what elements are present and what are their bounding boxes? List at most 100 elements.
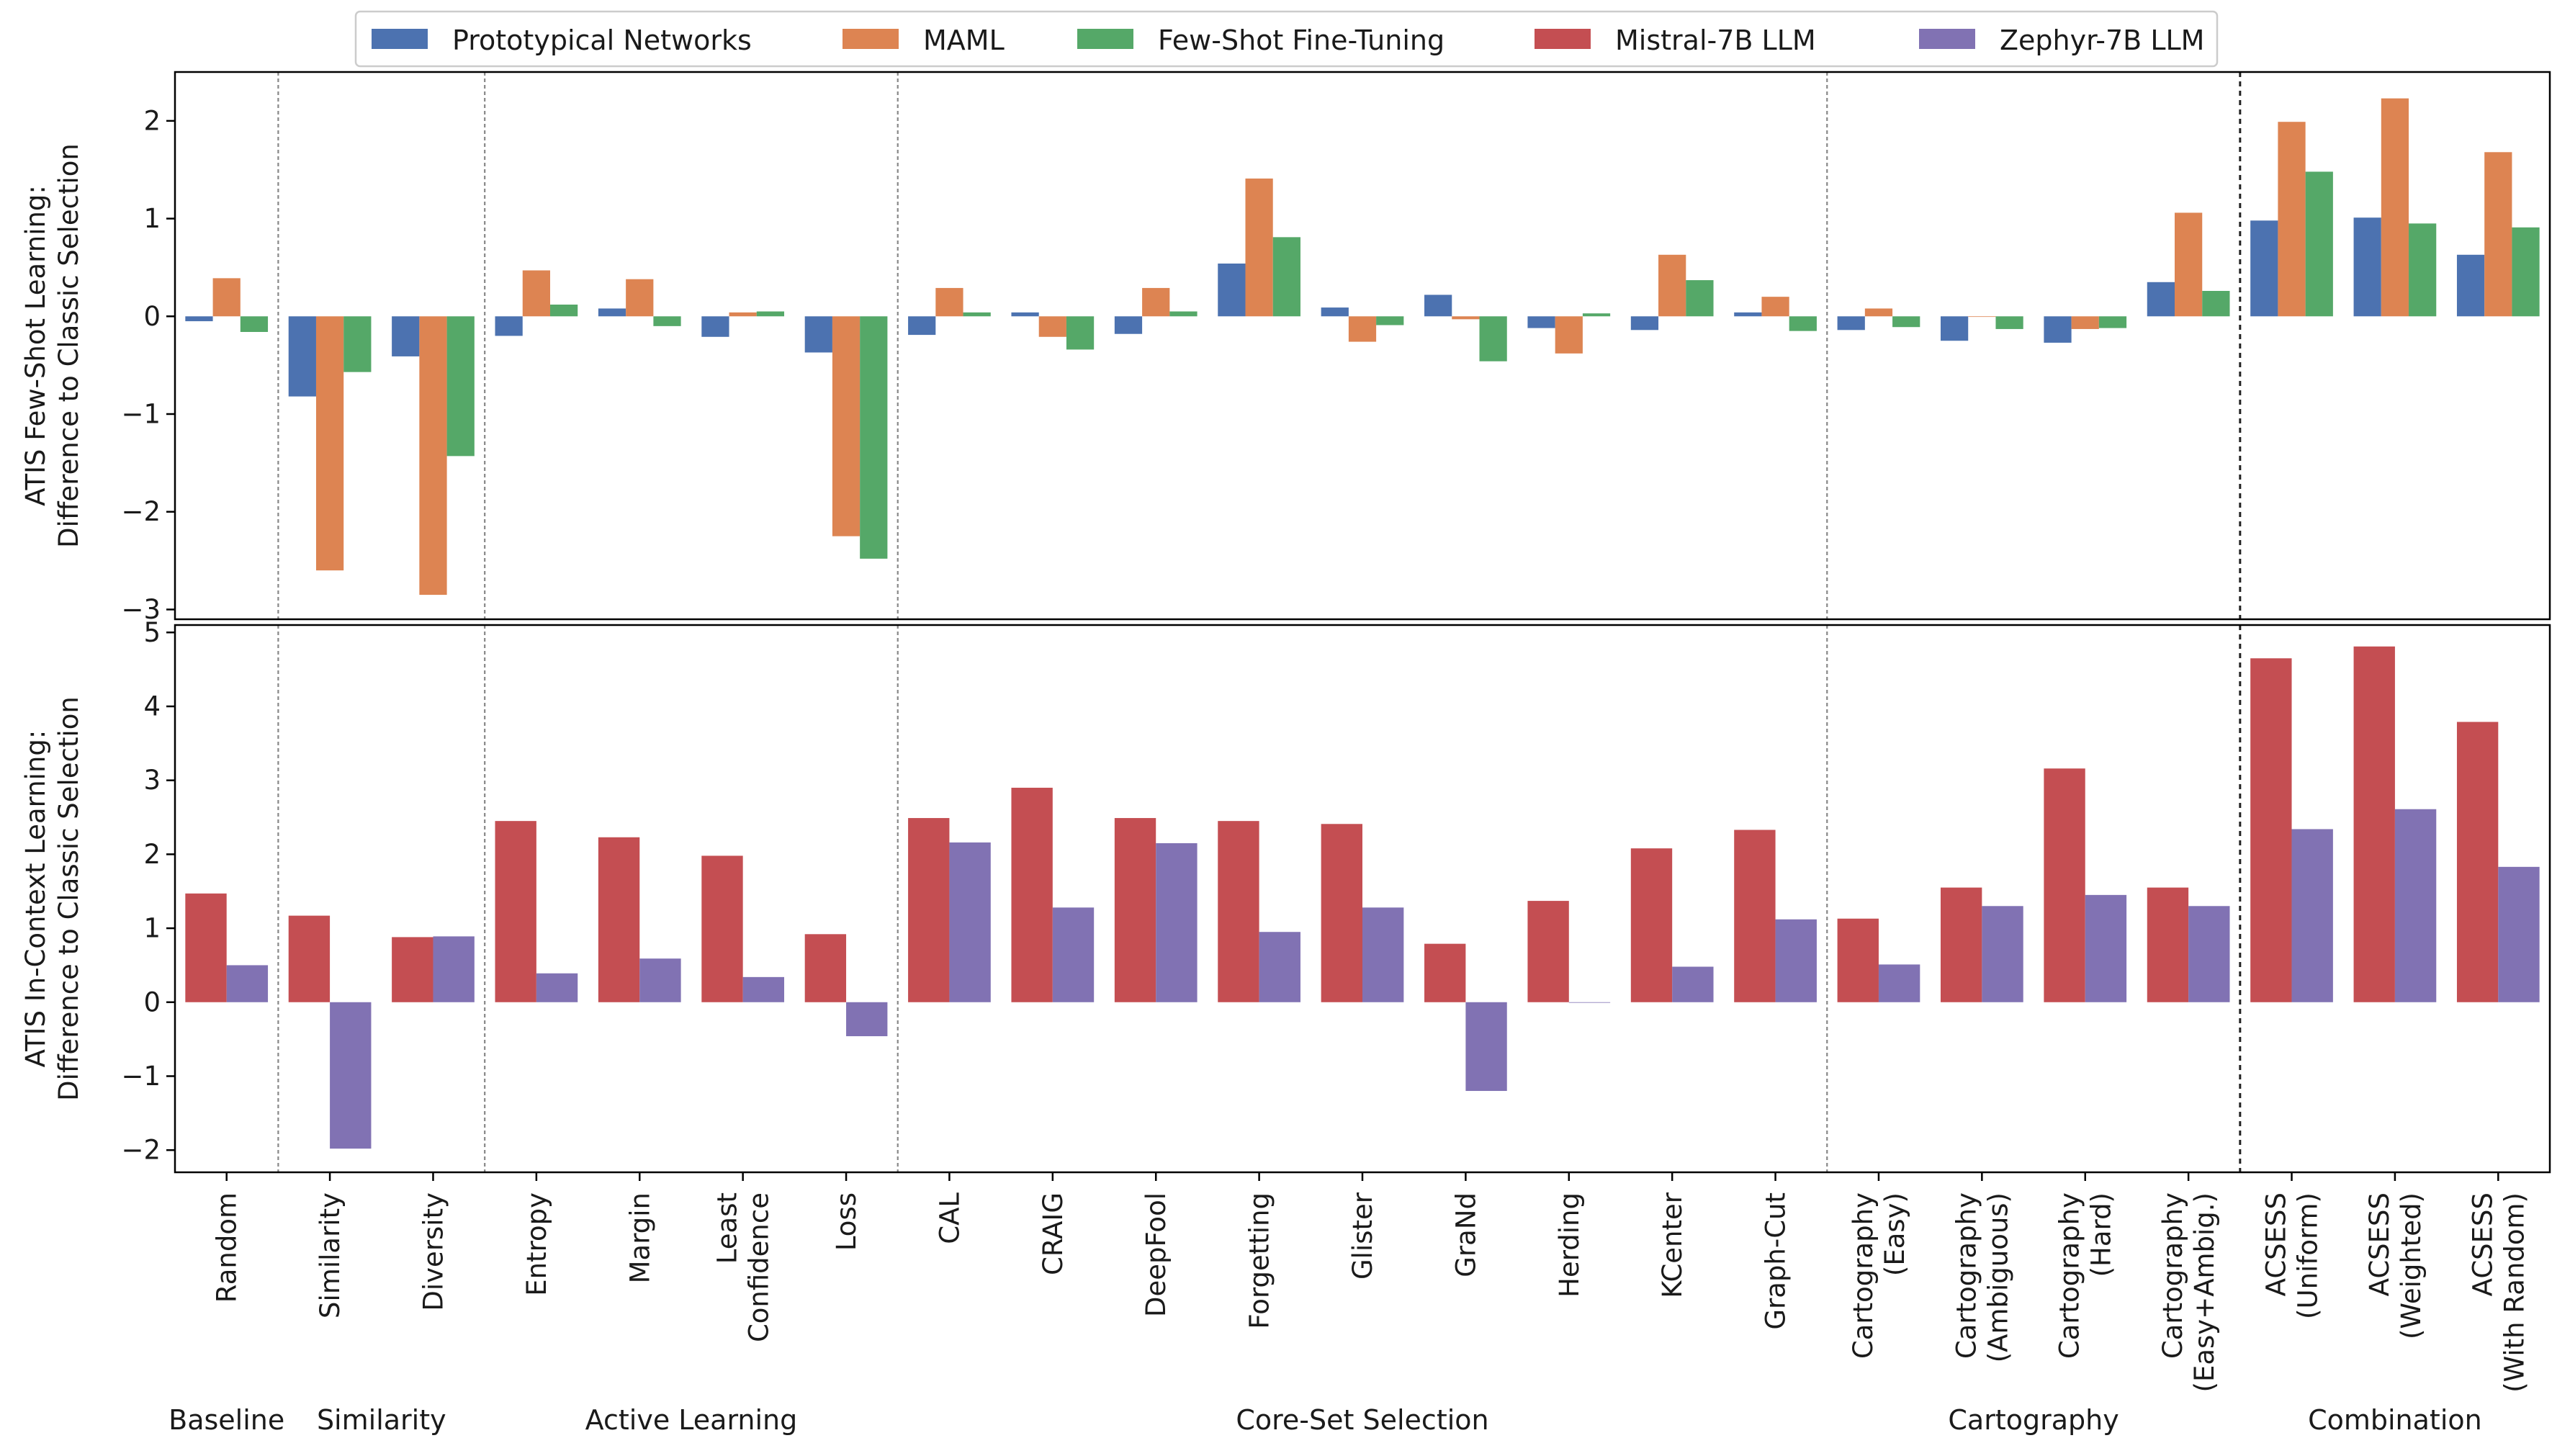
in-context-bar-mistral-7b-llm-11 bbox=[1321, 824, 1362, 1002]
few-shot-bar-prototypical-networks-5 bbox=[701, 316, 729, 337]
few-shot-bar-maml-15 bbox=[1761, 297, 1789, 317]
in-context-y-tick-label: 1 bbox=[143, 913, 161, 944]
x-axis: Random Similarity Diversity Entropy Margin Le… bbox=[212, 1172, 2530, 1393]
legend: Prototypical Networks MAML Few-Shot Fine-T… bbox=[354, 10, 2219, 68]
in-context-bar-zephyr-7b-llm-9 bbox=[1156, 842, 1198, 1002]
group-label-active-learning: Active Learning bbox=[585, 1404, 798, 1436]
few-shot-y-tick-label: −2 bbox=[121, 496, 161, 527]
few-shot-bar-prototypical-networks-3 bbox=[495, 316, 523, 336]
x-tick-label-forgetting: Forgetting bbox=[1244, 1192, 1275, 1329]
few-shot-bar-few-shot-fine-tuning-6 bbox=[860, 316, 888, 559]
in-context-y-axis-title: ATIS In-Context Learning:Difference to C… bbox=[20, 696, 84, 1101]
x-tick-label-line: (Ambiguous) bbox=[1982, 1192, 2013, 1362]
few-shot-frame bbox=[174, 71, 2551, 621]
in-context-bar-mistral-7b-llm-7 bbox=[908, 818, 950, 1002]
few-shot-bar-maml-21 bbox=[2381, 98, 2409, 317]
in-context-bar-zephyr-7b-llm-19 bbox=[2188, 906, 2230, 1002]
in-context-bar-zephyr-7b-llm-7 bbox=[949, 842, 991, 1002]
x-tick-label-cartography-ambiguous: Cartography(Ambiguous) bbox=[1951, 1192, 2013, 1362]
few-shot-bar-prototypical-networks-9 bbox=[1114, 316, 1143, 334]
legend-label-zephyr-7b-llm: Zephyr-7B LLM bbox=[2000, 24, 2204, 56]
legend-label-mistral-7b-llm: Mistral-7B LLM bbox=[1615, 24, 1816, 56]
few-shot-bar-maml-19 bbox=[2175, 212, 2203, 317]
in-context-bar-mistral-7b-llm-15 bbox=[1734, 830, 1776, 1002]
x-tick-label-margin: Margin bbox=[624, 1192, 655, 1283]
in-context-bar-zephyr-7b-llm-4 bbox=[639, 958, 681, 1002]
legend-swatch-zephyr-7b-llm bbox=[1919, 29, 1975, 49]
in-context-bar-mistral-7b-llm-13 bbox=[1527, 901, 1569, 1002]
x-tick-label-line: Confidence bbox=[744, 1192, 775, 1342]
in-context-y-tick-label: 3 bbox=[143, 765, 161, 796]
x-tick-label-line: Cartography bbox=[2157, 1192, 2188, 1359]
x-tick-label-line: CRAIG bbox=[1038, 1192, 1069, 1275]
in-context-bar-mistral-7b-llm-5 bbox=[701, 855, 743, 1002]
in-context-bar-zephyr-7b-llm-20 bbox=[2291, 829, 2333, 1002]
x-tick-label-entropy: Entropy bbox=[521, 1192, 552, 1296]
few-shot-bar-maml-5 bbox=[729, 312, 757, 317]
in-context-bar-mistral-7b-llm-1 bbox=[288, 915, 331, 1002]
x-tick-label-line: Least bbox=[712, 1192, 743, 1264]
few-shot-bar-prototypical-networks-20 bbox=[2250, 220, 2278, 317]
few-shot-bar-few-shot-fine-tuning-8 bbox=[1066, 316, 1095, 350]
x-tick-label-line: Graph-Cut bbox=[1761, 1192, 1792, 1330]
few-shot-bar-maml-9 bbox=[1142, 287, 1170, 317]
few-shot-y-tick-label: 2 bbox=[143, 105, 161, 136]
in-context-bar-mistral-7b-llm-4 bbox=[598, 837, 640, 1002]
x-tick-label-diversity: Diversity bbox=[418, 1192, 449, 1311]
in-context-bar-zephyr-7b-llm-1 bbox=[330, 1002, 372, 1149]
x-tick-label-craig: CRAIG bbox=[1038, 1192, 1069, 1275]
x-tick-label-line: (Easy) bbox=[1879, 1192, 1910, 1276]
in-context-bar-zephyr-7b-llm-15 bbox=[1775, 919, 1817, 1002]
few-shot-bar-few-shot-fine-tuning-16 bbox=[1892, 316, 1920, 328]
x-tick-label-line: Loss bbox=[831, 1192, 862, 1251]
x-tick-label-least-confidence: LeastConfidence bbox=[712, 1192, 775, 1342]
in-context-y-tick-label: 4 bbox=[143, 691, 161, 722]
y-axis-title-line: Difference to Classic Selection bbox=[53, 696, 84, 1101]
few-shot-bar-few-shot-fine-tuning-7 bbox=[963, 312, 991, 317]
in-context-y-tick-label: −2 bbox=[121, 1135, 161, 1166]
few-shot-bar-maml-20 bbox=[2278, 122, 2306, 317]
in-context-bar-mistral-7b-llm-22 bbox=[2456, 722, 2499, 1002]
few-shot-bar-prototypical-networks-19 bbox=[2147, 282, 2175, 317]
few-shot-bar-few-shot-fine-tuning-0 bbox=[240, 316, 269, 332]
group-label-baseline: Baseline bbox=[169, 1404, 284, 1436]
few-shot-bar-prototypical-networks-2 bbox=[392, 316, 420, 356]
few-shot-bar-few-shot-fine-tuning-21 bbox=[2409, 223, 2437, 317]
few-shot-bar-maml-6 bbox=[832, 316, 861, 536]
x-tick-label-line: Cartography bbox=[2054, 1192, 2085, 1359]
few-shot-bar-maml-3 bbox=[522, 270, 550, 317]
few-shot-bar-few-shot-fine-tuning-14 bbox=[1686, 280, 1714, 317]
in-context-y-tick-label: 2 bbox=[143, 839, 161, 870]
y-axis-title-line: ATIS Few-Shot Learning: bbox=[20, 185, 51, 506]
x-tick-label-acsess-uniform: ACSESS(Uniform) bbox=[2261, 1192, 2324, 1319]
few-shot-bar-maml-10 bbox=[1245, 178, 1273, 317]
few-shot-bar-prototypical-networks-22 bbox=[2456, 254, 2485, 317]
in-context-bar-zephyr-7b-llm-14 bbox=[1672, 966, 1714, 1002]
few-shot-bar-prototypical-networks-18 bbox=[2044, 316, 2072, 343]
x-tick-label-deepfool: DeepFool bbox=[1141, 1192, 1172, 1317]
few-shot-bar-maml-13 bbox=[1555, 316, 1583, 354]
in-context-y-tick-label: −1 bbox=[121, 1061, 161, 1092]
group-label-combination: Combination bbox=[2308, 1404, 2482, 1436]
in-context-bar-zephyr-7b-llm-3 bbox=[536, 973, 578, 1002]
group-label-similarity: Similarity bbox=[317, 1404, 446, 1436]
legend-swatch-maml bbox=[843, 29, 899, 49]
x-tick-label-glister: Glister bbox=[1347, 1192, 1378, 1280]
x-tick-label-line: (Uniform) bbox=[2293, 1192, 2324, 1319]
few-shot-bar-maml-18 bbox=[2071, 316, 2099, 329]
few-shot-bar-maml-16 bbox=[1864, 308, 1893, 317]
x-tick-label-line: Cartography bbox=[1848, 1192, 1879, 1359]
x-tick-label-line: (Hard) bbox=[2086, 1192, 2117, 1277]
x-tick-label-grand: GraNd bbox=[1450, 1192, 1481, 1277]
x-tick-label-line: GraNd bbox=[1450, 1192, 1481, 1277]
legend-swatch-mistral-7b-llm bbox=[1535, 29, 1591, 49]
x-tick-label-line: Entropy bbox=[521, 1192, 552, 1296]
in-context-bar-mistral-7b-llm-9 bbox=[1114, 818, 1156, 1002]
few-shot-bar-prototypical-networks-15 bbox=[1734, 312, 1762, 317]
x-tick-label-cal: CAL bbox=[934, 1192, 965, 1244]
x-tick-label-cartography-hard: Cartography(Hard) bbox=[2054, 1192, 2117, 1359]
group-label-core-set-selection: Core-Set Selection bbox=[1236, 1404, 1488, 1436]
few-shot-bar-prototypical-networks-21 bbox=[2353, 217, 2381, 317]
few-shot-bar-prototypical-networks-13 bbox=[1527, 316, 1555, 328]
legend-swatch-few-shot-fine-tuning bbox=[1077, 29, 1133, 49]
